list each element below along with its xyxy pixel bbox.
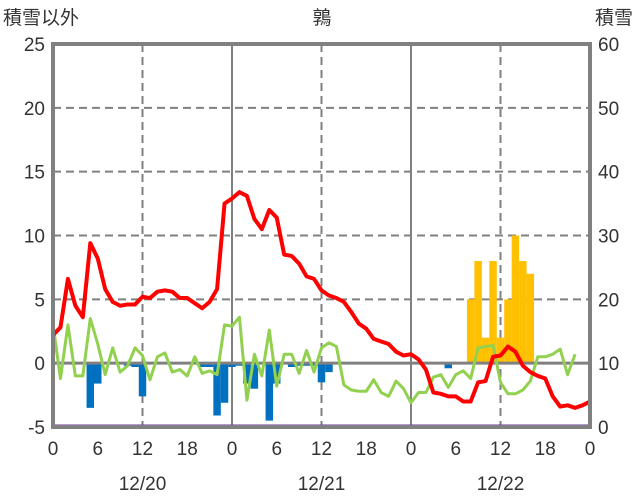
y-tick-right: 10	[598, 354, 619, 375]
negative-bar	[325, 363, 333, 373]
y-tick-right: 40	[598, 163, 619, 184]
x-tick: 6	[450, 439, 461, 460]
x-tick: 18	[177, 439, 198, 460]
left-axis-title: 積雪以外	[3, 7, 79, 29]
negative-bar	[273, 363, 281, 384]
negative-bar	[86, 363, 95, 408]
snow-bar	[496, 337, 505, 364]
y-tick-right: 30	[598, 227, 619, 248]
y-tick-right: 60	[598, 35, 619, 56]
snow-bar	[519, 261, 527, 364]
x-tick: 0	[48, 439, 59, 460]
date-label: 12/20	[119, 474, 167, 495]
snow-bar	[511, 235, 520, 364]
y-tick-left: 20	[24, 99, 45, 120]
plot-frame	[51, 42, 592, 429]
negative-bar	[138, 363, 147, 397]
y-tick-left: 15	[24, 163, 45, 184]
negative-bar	[317, 363, 326, 383]
negative-bar	[228, 363, 236, 367]
date-label: 12/21	[298, 474, 346, 495]
snow-bar	[489, 261, 497, 364]
snow-bar	[504, 299, 512, 364]
negative-bar	[250, 363, 259, 389]
y-tick-left: 0	[34, 354, 45, 375]
snow-bar	[474, 261, 482, 364]
negative-bar	[94, 363, 102, 384]
x-tick: 0	[585, 439, 596, 460]
negative-bar	[205, 363, 214, 367]
y-tick-right: 0	[598, 418, 609, 439]
y-tick-right: 20	[598, 290, 619, 311]
red-line	[51, 190, 591, 410]
x-tick: 6	[271, 439, 282, 460]
snow-bar	[466, 299, 475, 364]
x-tick: 12	[490, 439, 511, 460]
negative-bar	[265, 363, 274, 421]
chart-title: 鶉	[312, 7, 331, 29]
x-tick: 0	[406, 439, 417, 460]
negative-bar	[213, 363, 221, 416]
snow-bar	[481, 337, 490, 364]
y-tick-left: 25	[24, 35, 45, 56]
snow-bar	[526, 273, 535, 364]
negative-bar	[287, 363, 296, 367]
right-axis-title: 積雪	[595, 7, 633, 29]
green-line	[51, 315, 577, 405]
x-tick: 18	[535, 439, 556, 460]
y-tick-left: 5	[34, 290, 45, 311]
y-tick-right: 50	[598, 99, 619, 120]
negative-bar	[243, 363, 251, 384]
x-tick: 6	[92, 439, 103, 460]
negative-bar	[198, 363, 206, 367]
y-tick-left: 10	[24, 227, 45, 248]
x-tick: 12	[132, 439, 153, 460]
x-tick: 0	[227, 439, 238, 460]
x-tick: 18	[356, 439, 377, 460]
x-tick: 12	[311, 439, 332, 460]
negative-bar	[220, 363, 229, 403]
negative-bar	[444, 363, 453, 369]
y-tick-left: -5	[28, 418, 45, 439]
negative-bar	[131, 363, 139, 367]
date-label: 12/22	[477, 474, 525, 495]
